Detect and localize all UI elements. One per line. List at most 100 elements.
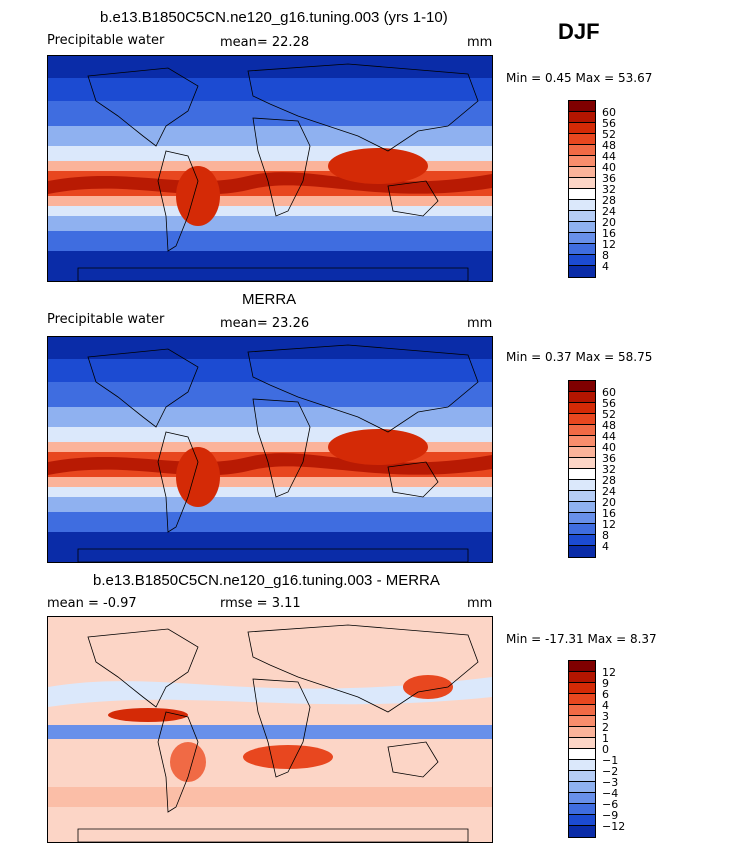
colorbar-tick-label: −3	[602, 776, 619, 789]
colorbar-segment	[569, 469, 595, 480]
colorbar-tick-label: 2	[602, 721, 609, 734]
colorbar-segment	[569, 200, 595, 211]
panel-1-title: b.e13.B1850C5CN.ne120_g16.tuning.003 (yr…	[100, 9, 448, 26]
colorbar-segment	[569, 782, 595, 793]
colorbar-segment	[569, 749, 595, 760]
colorbar-tick-label: 40	[602, 441, 616, 454]
colorbar-segment	[569, 244, 595, 255]
panel-3-units: mm	[467, 596, 493, 611]
panel-1-mean: mean= 22.28	[220, 35, 310, 50]
colorbar-segment	[569, 425, 595, 436]
colorbar-tick-label: 44	[602, 430, 616, 443]
colorbar-tick-label: 0	[602, 743, 609, 756]
panel-2-title: MERRA	[242, 291, 297, 308]
colorbar-segment	[569, 211, 595, 222]
panel-2-mean: mean= 23.26	[220, 316, 310, 331]
colorbar-segment	[569, 546, 595, 557]
colorbar-tick-label: 60	[602, 386, 616, 399]
colorbar-tick-label: 16	[602, 227, 616, 240]
colorbar-segment	[569, 760, 595, 771]
panel-3-mean: mean = -0.97	[47, 596, 137, 611]
colorbar-tick-label: −1	[602, 754, 619, 767]
colorbar-tick-label: 32	[602, 463, 616, 476]
colorbar-tick-label: 20	[602, 216, 616, 229]
colorbar-segment	[569, 771, 595, 782]
colorbar-tick-label: 24	[602, 485, 616, 498]
panel-3-map	[47, 616, 493, 843]
colorbar-segment	[569, 403, 595, 414]
colorbar-segment	[569, 233, 595, 244]
colorbar-segment	[569, 502, 595, 513]
colorbar-tick-label: −9	[602, 809, 619, 822]
colorbar-tick-label: 9	[602, 677, 609, 690]
colorbar-tick-label: 60	[602, 106, 616, 119]
panel-3-rmse: rmse = 3.11	[220, 596, 301, 611]
colorbar-segment	[569, 222, 595, 233]
colorbar-segment	[569, 491, 595, 502]
colorbar-tick-label: 4	[602, 260, 609, 273]
colorbar-segment	[569, 134, 595, 145]
colorbar-segment	[569, 793, 595, 804]
colorbar-segment	[569, 826, 595, 837]
colorbar-tick-label: 4	[602, 699, 609, 712]
colorbar-tick-label: 40	[602, 161, 616, 174]
colorbar-segment	[569, 513, 595, 524]
colorbar-tick-label: 6	[602, 688, 609, 701]
colorbar-tick-label: 20	[602, 496, 616, 509]
panel-2-map	[47, 336, 493, 563]
colorbar-segment	[569, 815, 595, 826]
colorbar-tick-label: −4	[602, 787, 619, 800]
colorbar-segment	[569, 392, 595, 403]
panel-2-variable: Precipitable water	[47, 312, 165, 327]
colorbar-segment	[569, 535, 595, 546]
colorbar-tick-label: 12	[602, 666, 616, 679]
colorbar-tick-label: 4	[602, 540, 609, 553]
colorbar-segment	[569, 189, 595, 200]
panel-1-map	[47, 55, 493, 282]
panel-1-minmax: Min = 0.45 Max = 53.67	[506, 71, 653, 85]
colorbar-tick-label: 8	[602, 529, 609, 542]
colorbar-tick-label: −2	[602, 765, 619, 778]
colorbar-tick-label: −12	[602, 820, 626, 833]
colorbar-segment	[569, 178, 595, 189]
colorbar-tick-label: 44	[602, 150, 616, 163]
colorbar-segment	[569, 672, 595, 683]
panel-3-minmax: Min = -17.31 Max = 8.37	[506, 632, 657, 646]
colorbar-segment	[569, 738, 595, 749]
colorbar-segment	[569, 683, 595, 694]
colorbar-segment	[569, 123, 595, 134]
colorbar-segment	[569, 705, 595, 716]
panel-2-units: mm	[467, 316, 493, 331]
colorbar-tick-label: 52	[602, 408, 616, 421]
panel-2-minmax: Min = 0.37 Max = 58.75	[506, 350, 653, 364]
colorbar-segment	[569, 804, 595, 815]
colorbar-tick-label: 52	[602, 128, 616, 141]
colorbar-tick-label: 3	[602, 710, 609, 723]
colorbar-segment	[569, 101, 595, 112]
colorbar-tick-label: 16	[602, 507, 616, 520]
colorbar-segment	[569, 716, 595, 727]
colorbar-segment	[569, 167, 595, 178]
colorbar-tick-label: 56	[602, 117, 616, 130]
colorbar-tick-label: 28	[602, 474, 616, 487]
colorbar-tick-label: 1	[602, 732, 609, 745]
colorbar-segment	[569, 447, 595, 458]
colorbar-segment	[569, 156, 595, 167]
colorbar-tick-label: −6	[602, 798, 619, 811]
panel-1-colorbar	[568, 100, 596, 278]
colorbar-tick-label: 36	[602, 172, 616, 185]
colorbar-tick-label: 48	[602, 139, 616, 152]
colorbar-tick-label: 12	[602, 518, 616, 531]
colorbar-segment	[569, 255, 595, 266]
colorbar-tick-label: 28	[602, 194, 616, 207]
colorbar-tick-label: 48	[602, 419, 616, 432]
colorbar-segment	[569, 414, 595, 425]
colorbar-segment	[569, 480, 595, 491]
panel-1-variable: Precipitable water	[47, 33, 165, 48]
panel-3-title: b.e13.B1850C5CN.ne120_g16.tuning.003 - M…	[93, 572, 440, 589]
colorbar-segment	[569, 694, 595, 705]
colorbar-segment	[569, 458, 595, 469]
colorbar-segment	[569, 145, 595, 156]
colorbar-segment	[569, 524, 595, 535]
season-label: DJF	[558, 19, 600, 44]
